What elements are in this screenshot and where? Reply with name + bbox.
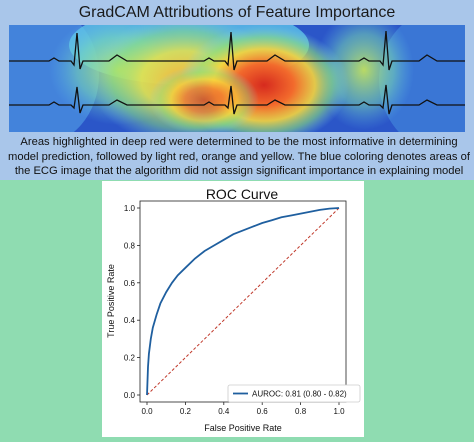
ecg-trace-upper	[9, 30, 465, 71]
x-axis: 0.0 0.2 0.4 0.6 0.8 1.0	[141, 402, 345, 416]
x-tick-label: 0.6	[257, 407, 269, 416]
ecg-trace-lower	[9, 84, 465, 115]
x-tick-label: 1.0	[333, 407, 345, 416]
y-tick-label: 0.2	[124, 354, 136, 363]
y-tick-label: 0.0	[124, 391, 136, 400]
y-tick-label: 0.8	[124, 241, 136, 250]
roc-chart: ROC Curve 0.0 0.2 0.4 0.6 0.8 1.0 0.00.20.40.…	[106, 186, 361, 433]
x-tick-label: 0.4	[218, 407, 230, 416]
y-tick-label: 0.6	[124, 279, 136, 288]
y-tick-label: 1.0	[124, 204, 136, 213]
gradcam-caption: Areas highlighted in deep red were deter…	[8, 136, 470, 192]
chart-title: ROC Curve	[206, 186, 279, 202]
y-axis-label: True Positive Rate	[106, 264, 116, 338]
legend: AUROC: 0.81 (0.80 - 0.82)	[227, 384, 361, 403]
y-tick-label: 0.4	[124, 316, 136, 325]
roc-chart-frame: ROC Curve 0.0 0.2 0.4 0.6 0.8 1.0 0.0 0.2 0.4 0.…	[102, 181, 364, 437]
x-tick-label: 0.2	[180, 407, 192, 416]
gradcam-ecg-heatmap	[9, 25, 465, 132]
gradcam-title: GradCAM Attributions of Feature Importan…	[78, 4, 396, 21]
plot-area	[139, 200, 347, 403]
x-tick-label: 0.8	[295, 407, 307, 416]
legend-label: AUROC: 0.81 (0.80 - 0.82)	[252, 390, 347, 399]
roc-series-line	[146, 207, 340, 396]
y-axis: 0.0 0.2 0.4 0.6 0.8 1.0	[124, 204, 140, 400]
x-axis-label: False Positive Rate	[204, 423, 282, 433]
x-tick-label: 0.0	[141, 407, 153, 416]
